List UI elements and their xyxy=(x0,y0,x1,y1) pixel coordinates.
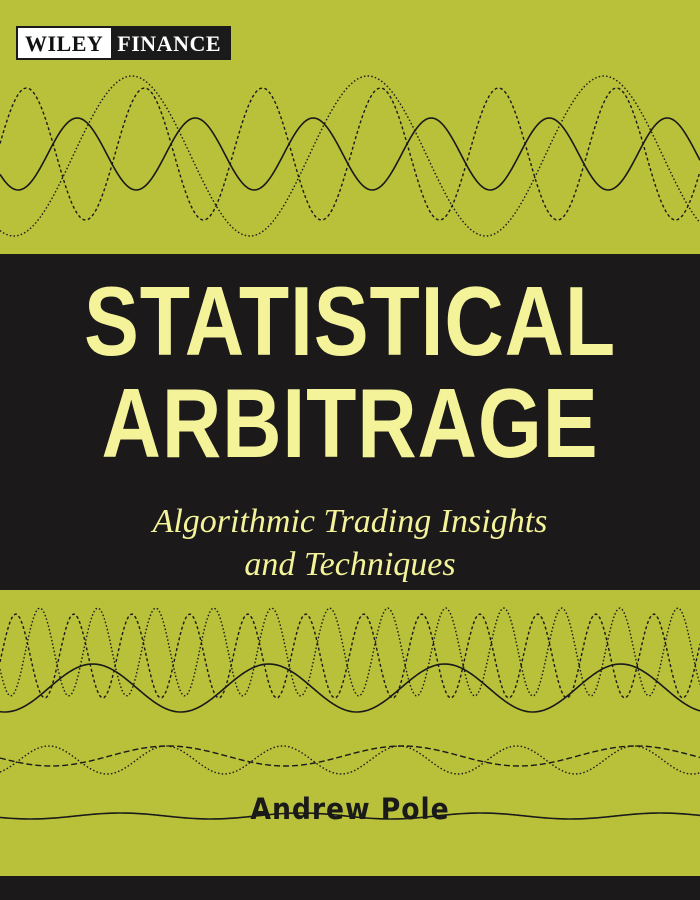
wave-bottom-dotted xyxy=(0,607,700,697)
publisher-imprint: WILEY xyxy=(18,28,112,58)
publisher-series: FINANCE xyxy=(111,28,230,58)
wave-top-dotted xyxy=(0,75,700,237)
wave-top-dashed xyxy=(0,87,700,221)
wave-pattern-bottom-svg xyxy=(0,607,700,820)
wave-bottom-solid xyxy=(0,663,700,713)
bottom-strip xyxy=(0,876,700,900)
wave-top-solid xyxy=(0,117,700,191)
subtitle: Algorithmic Trading Insights and Techniq… xyxy=(0,500,700,586)
title-line-1: STATISTICAL xyxy=(83,266,617,376)
subtitle-line-1: Algorithmic Trading Insights xyxy=(152,503,548,540)
title-line-2: ARBITRAGE xyxy=(101,368,599,478)
publisher-logo: WILEY FINANCE xyxy=(16,26,232,60)
author-name: Andrew Pole xyxy=(250,792,450,826)
wave-bottom-low-dotted xyxy=(0,745,700,775)
wave-bottom-dashed xyxy=(0,613,700,699)
subtitle-line-2: and Techniques xyxy=(244,546,456,583)
wave-bottom-low-dashed xyxy=(0,745,700,767)
wave-pattern-top xyxy=(0,62,700,254)
title-band: STATISTICAL ARBITRAGE Algorithmic Tradin… xyxy=(0,254,700,590)
wave-bottom-flat-solid xyxy=(0,812,700,820)
wave-pattern-top-svg xyxy=(0,75,700,237)
wave-pattern-bottom xyxy=(0,590,700,876)
